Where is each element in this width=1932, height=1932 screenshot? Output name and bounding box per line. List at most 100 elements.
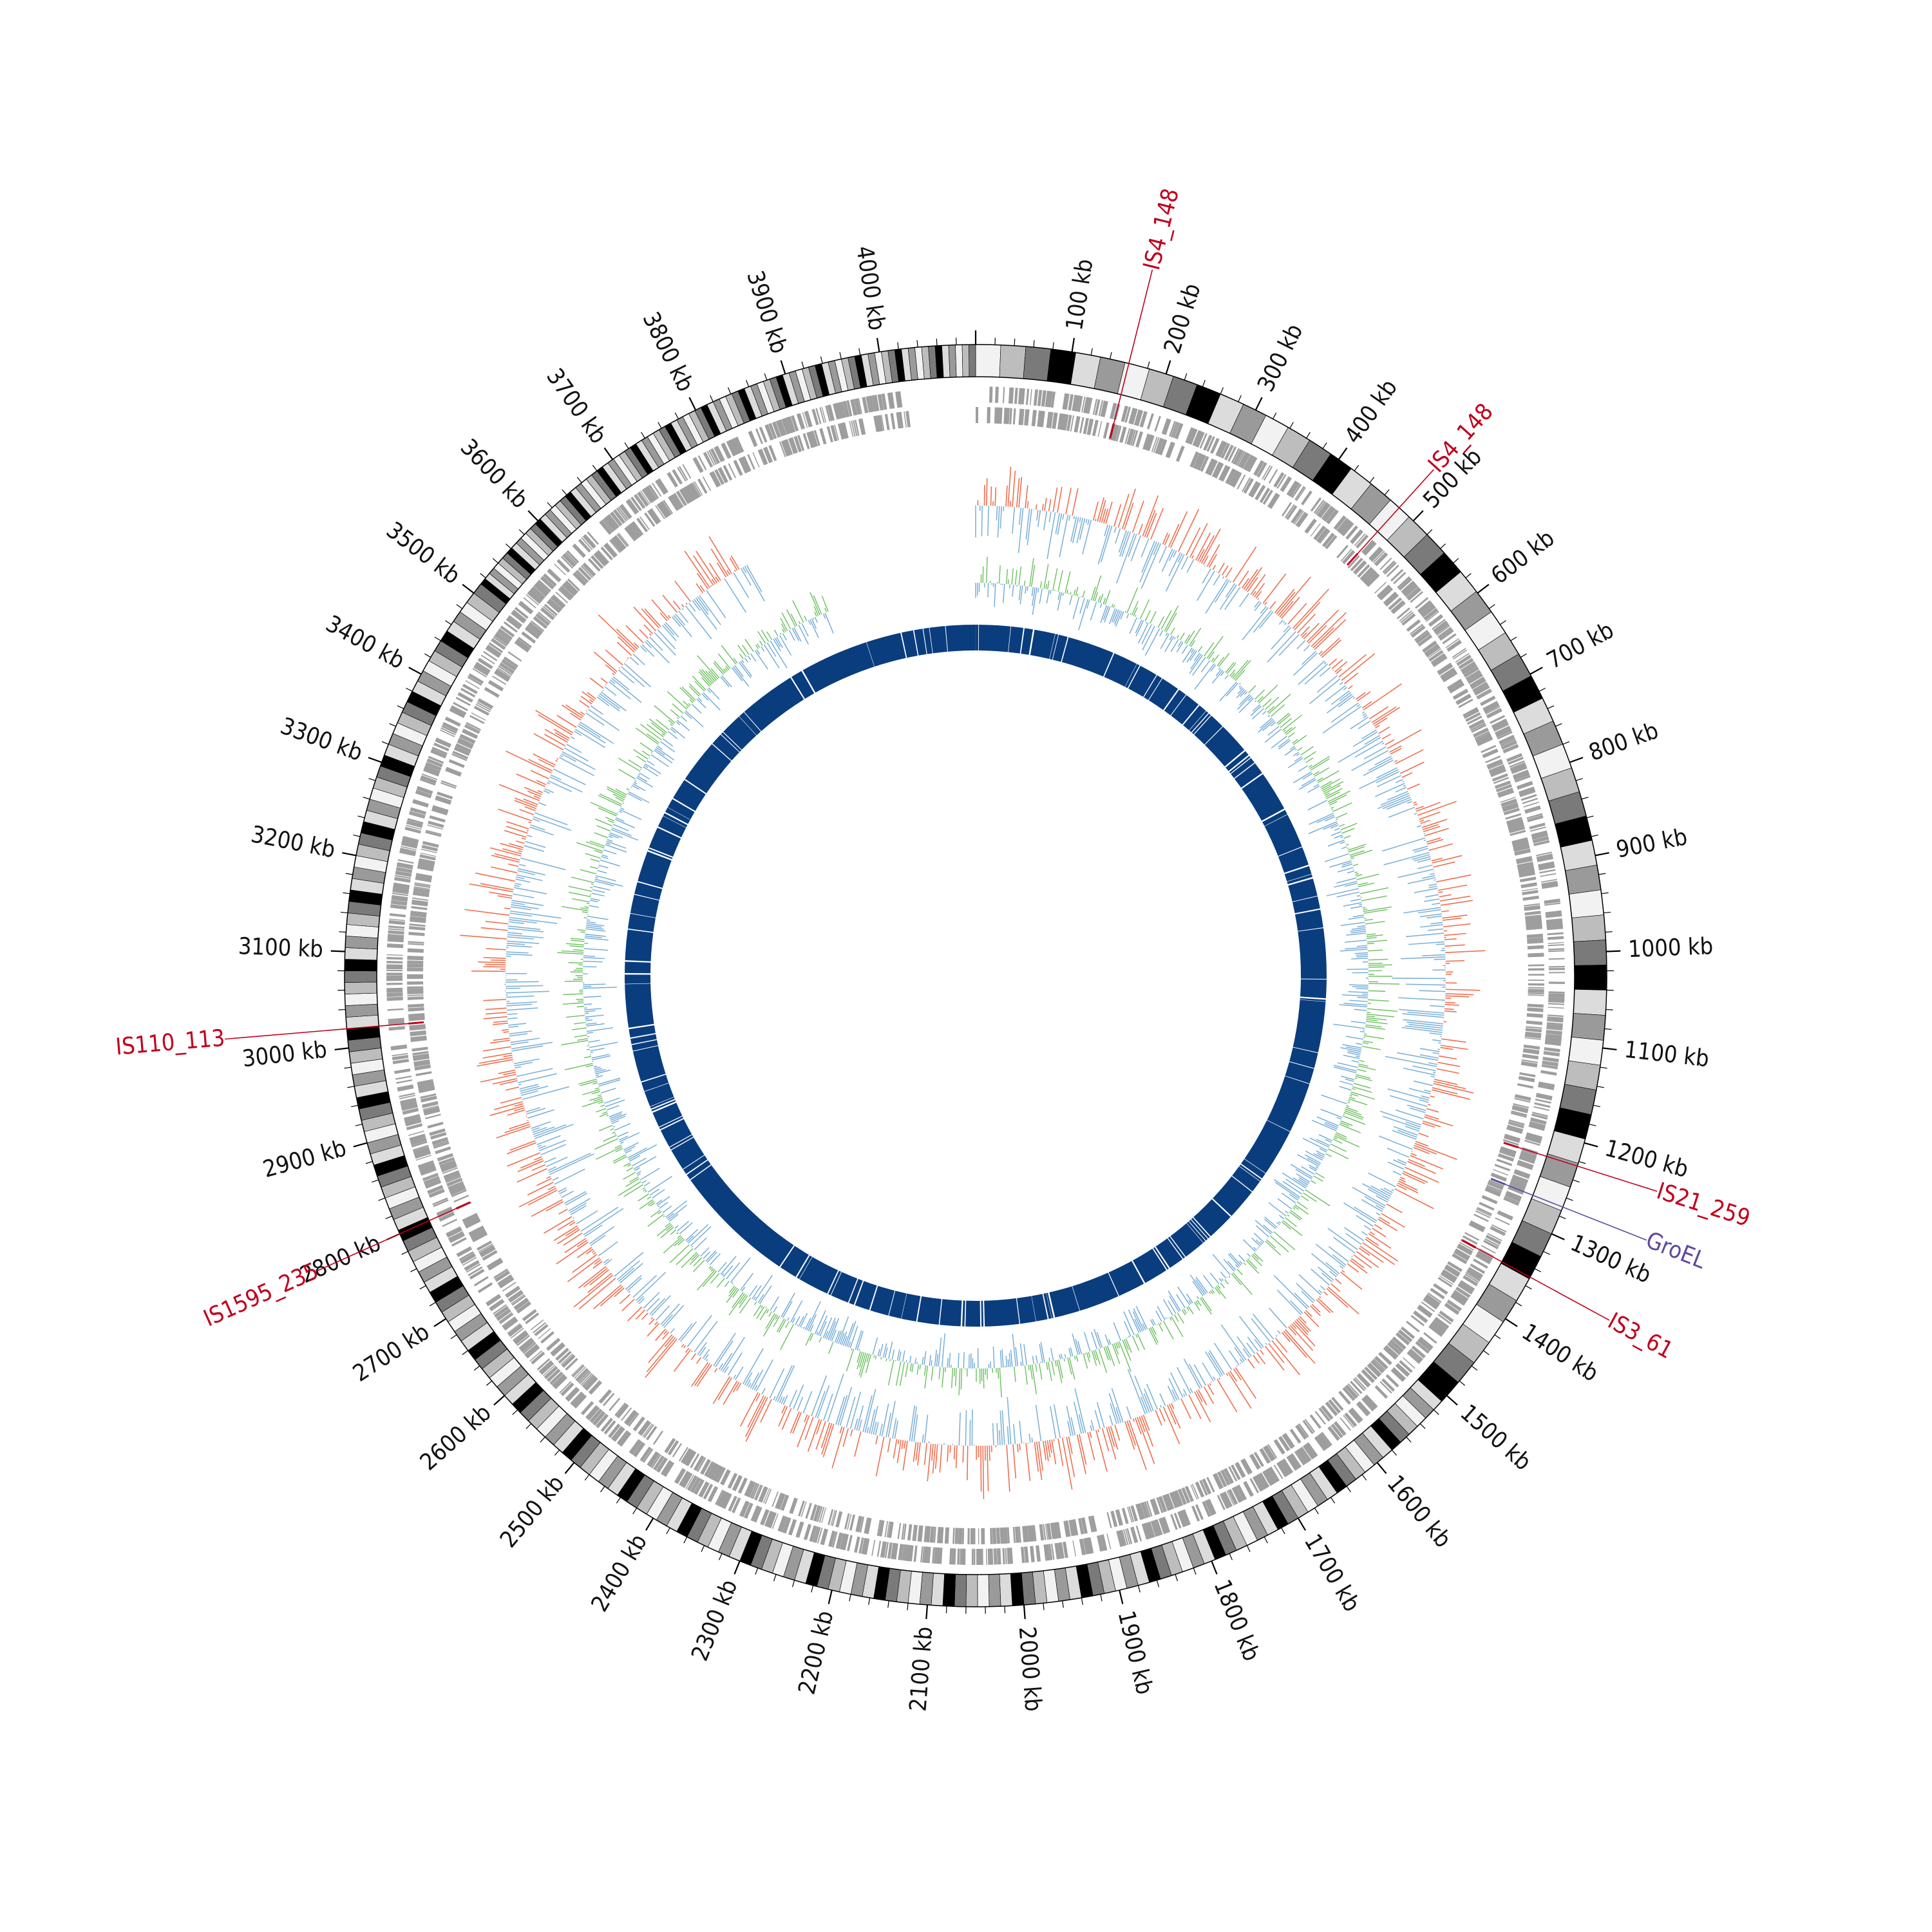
content-bar bbox=[590, 900, 598, 903]
gene-mark bbox=[397, 862, 413, 868]
gene-mark bbox=[775, 1492, 782, 1509]
scale-tick bbox=[1488, 604, 1495, 609]
gene-mark bbox=[404, 1113, 421, 1121]
content-bar bbox=[1347, 848, 1349, 849]
gene-mark bbox=[1514, 775, 1531, 783]
skew-bar bbox=[517, 870, 536, 876]
skew-bar bbox=[862, 1395, 873, 1432]
gene-mark bbox=[616, 1404, 629, 1419]
content-bar bbox=[775, 1314, 779, 1320]
skew-bar bbox=[538, 714, 573, 735]
content-bar bbox=[1341, 1075, 1355, 1081]
skew-bar bbox=[1087, 1432, 1095, 1461]
content-bar bbox=[1057, 592, 1061, 600]
gene-mark bbox=[1540, 1070, 1557, 1076]
gene-mark bbox=[1403, 1357, 1416, 1369]
scale-tick bbox=[1306, 431, 1311, 439]
gene-mark bbox=[598, 1389, 612, 1404]
content-bar bbox=[1112, 1343, 1121, 1364]
gene-mark bbox=[1079, 417, 1084, 433]
skew-bar bbox=[1372, 1227, 1387, 1238]
skew-bar bbox=[892, 1418, 897, 1439]
scale-tick bbox=[493, 1395, 506, 1406]
skew-bar bbox=[1100, 526, 1113, 563]
content-bar bbox=[607, 786, 627, 797]
skew-bar bbox=[584, 1224, 603, 1237]
content-bar bbox=[605, 1099, 625, 1108]
content-bar bbox=[753, 1304, 762, 1316]
skew-bar bbox=[1078, 1414, 1084, 1434]
gene-mark bbox=[1390, 569, 1404, 582]
content-bar bbox=[1345, 1036, 1364, 1040]
content-bar bbox=[636, 777, 654, 788]
gene-mark bbox=[958, 1528, 963, 1544]
gene-mark bbox=[803, 1524, 812, 1540]
content-bar bbox=[875, 1355, 877, 1359]
content-bar bbox=[632, 1157, 647, 1167]
skew-bar bbox=[1306, 609, 1340, 643]
gene-mark bbox=[1036, 1545, 1041, 1562]
gene-mark bbox=[451, 1189, 467, 1198]
content-bar bbox=[1284, 727, 1293, 734]
skew-bar bbox=[1386, 799, 1412, 810]
gene-mark bbox=[448, 1231, 464, 1240]
gene-mark bbox=[1402, 582, 1417, 596]
skew-bar bbox=[516, 840, 525, 844]
gene-mark bbox=[638, 1420, 650, 1435]
gene-mark bbox=[1304, 1419, 1316, 1433]
skew-bar bbox=[1294, 601, 1321, 630]
content-bar bbox=[1197, 645, 1203, 652]
content-bar bbox=[1260, 1241, 1264, 1244]
gene-mark bbox=[1413, 1310, 1428, 1323]
gene-mark bbox=[488, 1260, 504, 1271]
gene-mark bbox=[819, 407, 825, 423]
content-bar bbox=[643, 1182, 650, 1187]
gene-mark bbox=[1511, 1174, 1529, 1184]
skew-bar bbox=[699, 585, 705, 592]
content-bar bbox=[1287, 732, 1295, 738]
gene-mark bbox=[1217, 1472, 1226, 1488]
gene-mark bbox=[1464, 1273, 1479, 1283]
content-bar bbox=[1063, 1358, 1065, 1362]
gene-mark bbox=[1506, 817, 1522, 824]
gene-mark bbox=[960, 1548, 962, 1565]
content-bar bbox=[999, 1367, 1002, 1397]
content-bar bbox=[1353, 1083, 1371, 1089]
skew-bar bbox=[475, 872, 516, 882]
content-bar bbox=[1096, 1332, 1103, 1348]
gene-mark bbox=[1434, 1316, 1450, 1330]
content-bar bbox=[1075, 587, 1079, 596]
gene-mark bbox=[420, 852, 437, 857]
gene-mark bbox=[750, 1482, 758, 1499]
gene-mark bbox=[1207, 1499, 1217, 1515]
gene-mark bbox=[1479, 1248, 1494, 1257]
gene-mark bbox=[417, 1160, 434, 1168]
skew-bar bbox=[699, 1347, 706, 1357]
content-bar bbox=[1361, 1046, 1381, 1050]
skew-bar bbox=[1142, 1414, 1150, 1431]
skew-bar bbox=[947, 1444, 949, 1462]
content-bar bbox=[1182, 647, 1193, 663]
gene-mark bbox=[1321, 1432, 1332, 1446]
gene-mark bbox=[1132, 408, 1138, 425]
content-bar bbox=[880, 1357, 882, 1359]
scale-tick bbox=[480, 573, 486, 578]
content-bar bbox=[561, 1039, 589, 1046]
gene-mark bbox=[1548, 995, 1565, 997]
gene-mark bbox=[560, 1353, 573, 1365]
skew-bar bbox=[1229, 1370, 1237, 1382]
gene-mark bbox=[588, 1380, 602, 1395]
gene-mark bbox=[990, 1528, 993, 1544]
content-bar bbox=[590, 898, 600, 901]
gene-mark bbox=[513, 609, 527, 621]
gene-mark bbox=[1480, 696, 1496, 706]
skew-bar bbox=[1349, 1260, 1368, 1274]
content-bar bbox=[1233, 1272, 1253, 1295]
gene-mark bbox=[1122, 1529, 1129, 1546]
gene-mark bbox=[417, 786, 433, 793]
gene-mark bbox=[475, 703, 491, 713]
skew-bar bbox=[1262, 573, 1287, 604]
skew-bar bbox=[1334, 661, 1348, 673]
skew-bar bbox=[1222, 576, 1225, 579]
skew-bar bbox=[565, 704, 584, 717]
